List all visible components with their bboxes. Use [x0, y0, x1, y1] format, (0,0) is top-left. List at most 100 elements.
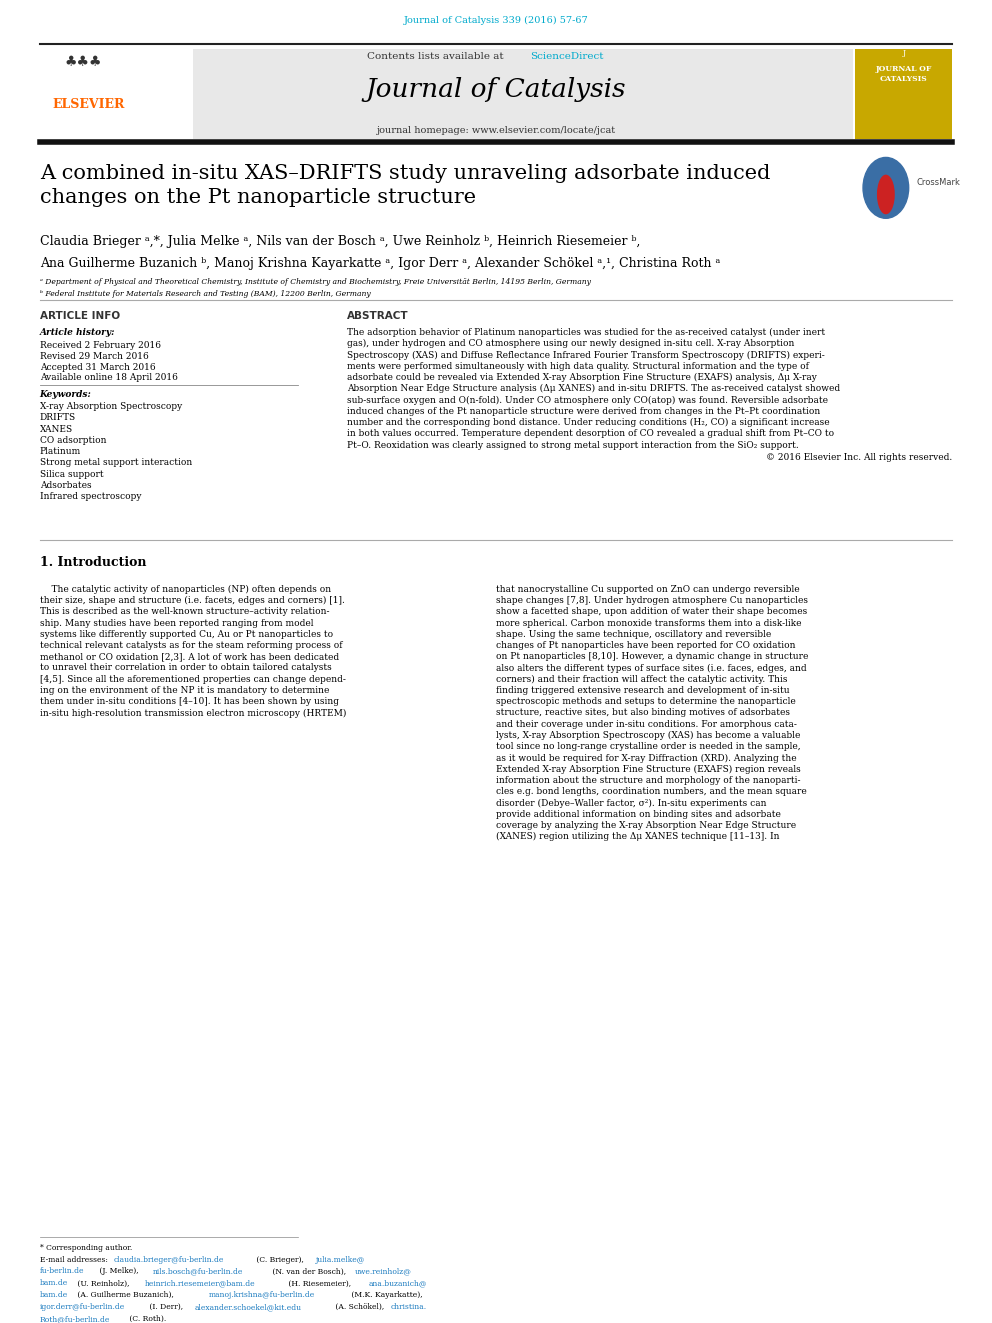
- Text: in-situ high-resolution transmission electron microscopy (HRTEM): in-situ high-resolution transmission ele…: [40, 708, 346, 717]
- Text: spectroscopic methods and setups to determine the nanoparticle: spectroscopic methods and setups to dete…: [496, 697, 796, 706]
- Text: Available online 18 April 2016: Available online 18 April 2016: [40, 373, 178, 382]
- Text: bam.de: bam.de: [40, 1279, 67, 1287]
- Text: (I. Derr),: (I. Derr),: [147, 1303, 186, 1311]
- Text: structure, reactive sites, but also binding motives of adsorbates: structure, reactive sites, but also bind…: [496, 708, 790, 717]
- Text: shape changes [7,8]. Under hydrogen atmosphere Cu nanoparticles: shape changes [7,8]. Under hydrogen atmo…: [496, 595, 808, 605]
- Circle shape: [863, 157, 909, 218]
- Text: that nanocrystalline Cu supported on ZnO can undergo reversible: that nanocrystalline Cu supported on ZnO…: [496, 585, 800, 594]
- Text: in both values occurred. Temperature dependent desorption of CO revealed a gradu: in both values occurred. Temperature dep…: [347, 429, 834, 438]
- Text: also alters the different types of surface sites (i.e. faces, edges, and: also alters the different types of surfa…: [496, 663, 806, 672]
- Text: Silica support: Silica support: [40, 470, 103, 479]
- Text: A combined in-situ XAS–DRIFTS study unraveling adsorbate induced
changes on the : A combined in-situ XAS–DRIFTS study unra…: [40, 164, 770, 208]
- Text: lysts, X-ray Absorption Spectroscopy (XAS) has become a valuable: lysts, X-ray Absorption Spectroscopy (XA…: [496, 730, 801, 740]
- Text: show a facetted shape, upon addition of water their shape becomes: show a facetted shape, upon addition of …: [496, 607, 807, 617]
- Text: Ana Guilherme Buzanich ᵇ, Manoj Krishna Kayarkatte ᵃ, Igor Derr ᵃ, Alexander Sch: Ana Guilherme Buzanich ᵇ, Manoj Krishna …: [40, 257, 720, 270]
- Text: nils.bosch@fu-berlin.de: nils.bosch@fu-berlin.de: [153, 1267, 243, 1275]
- Text: bam.de: bam.de: [40, 1291, 67, 1299]
- Text: Adsorbates: Adsorbates: [40, 480, 91, 490]
- Text: ana.buzanich@: ana.buzanich@: [369, 1279, 428, 1287]
- Text: tool since no long-range crystalline order is needed in the sample,: tool since no long-range crystalline ord…: [496, 742, 801, 751]
- Text: X-ray Absorption Spectroscopy: X-ray Absorption Spectroscopy: [40, 402, 182, 411]
- Text: (C. Brieger),: (C. Brieger),: [254, 1256, 307, 1263]
- Text: Journal of Catalysis 339 (2016) 57-67: Journal of Catalysis 339 (2016) 57-67: [404, 16, 588, 25]
- Text: ᵇ Federal Institute for Materials Research and Testing (BAM), 12200 Berlin, Germ: ᵇ Federal Institute for Materials Resear…: [40, 290, 370, 298]
- Text: Pt–O. Reoxidation was clearly assigned to strong metal support interaction from : Pt–O. Reoxidation was clearly assigned t…: [347, 441, 799, 450]
- Text: This is described as the well-known structure–activity relation-: This is described as the well-known stru…: [40, 607, 329, 617]
- Text: ScienceDirect: ScienceDirect: [530, 52, 603, 61]
- Text: (H. Riesemeier),: (H. Riesemeier),: [286, 1279, 353, 1287]
- Text: Roth@fu-berlin.de: Roth@fu-berlin.de: [40, 1315, 110, 1323]
- FancyBboxPatch shape: [855, 49, 952, 139]
- Text: alexander.schoekel@kit.edu: alexander.schoekel@kit.edu: [194, 1303, 302, 1311]
- Text: CO adsorption: CO adsorption: [40, 435, 106, 445]
- Text: Infrared spectroscopy: Infrared spectroscopy: [40, 492, 141, 501]
- Text: manoj.krishna@fu-berlin.de: manoj.krishna@fu-berlin.de: [208, 1291, 314, 1299]
- Text: CrossMark: CrossMark: [917, 179, 960, 187]
- Text: DRIFTS: DRIFTS: [40, 413, 75, 422]
- Text: to unravel their correlation in order to obtain tailored catalysts: to unravel their correlation in order to…: [40, 663, 331, 672]
- Text: finding triggered extensive research and development of in-situ: finding triggered extensive research and…: [496, 685, 790, 695]
- Text: fu-berlin.de: fu-berlin.de: [40, 1267, 84, 1275]
- Text: julia.melke@: julia.melke@: [315, 1256, 365, 1263]
- Text: JOURNAL OF
CATALYSIS: JOURNAL OF CATALYSIS: [876, 65, 931, 83]
- Text: © 2016 Elsevier Inc. All rights reserved.: © 2016 Elsevier Inc. All rights reserved…: [766, 452, 952, 462]
- Text: them under in-situ conditions [4–10]. It has been shown by using: them under in-situ conditions [4–10]. It…: [40, 697, 338, 706]
- Text: more spherical. Carbon monoxide transforms them into a disk-like: more spherical. Carbon monoxide transfor…: [496, 618, 802, 627]
- Text: heinrich.riesemeier@bam.de: heinrich.riesemeier@bam.de: [145, 1279, 256, 1287]
- Text: cles e.g. bond lengths, coordination numbers, and the mean square: cles e.g. bond lengths, coordination num…: [496, 787, 806, 796]
- Ellipse shape: [877, 175, 895, 214]
- Text: journal homepage: www.elsevier.com/locate/jcat: journal homepage: www.elsevier.com/locat…: [376, 126, 616, 135]
- Text: technical relevant catalysts as for the steam reforming process of: technical relevant catalysts as for the …: [40, 640, 342, 650]
- Text: provide additional information on binding sites and adsorbate: provide additional information on bindin…: [496, 810, 781, 819]
- Text: * Corresponding author.: * Corresponding author.: [40, 1244, 132, 1252]
- Text: uwe.reinholz@: uwe.reinholz@: [355, 1267, 412, 1275]
- Text: [4,5]. Since all the aforementioned properties can change depend-: [4,5]. Since all the aforementioned prop…: [40, 675, 345, 684]
- Text: christina.: christina.: [391, 1303, 427, 1311]
- Text: Platinum: Platinum: [40, 447, 81, 456]
- Text: Extended X-ray Absorption Fine Structure (EXAFS) region reveals: Extended X-ray Absorption Fine Structure…: [496, 765, 801, 774]
- Text: Revised 29 March 2016: Revised 29 March 2016: [40, 352, 149, 361]
- Text: ELSEVIER: ELSEVIER: [53, 98, 125, 111]
- Text: Received 2 February 2016: Received 2 February 2016: [40, 341, 161, 351]
- Text: ABSTRACT: ABSTRACT: [347, 311, 409, 321]
- Text: Contents lists available at: Contents lists available at: [366, 52, 507, 61]
- Text: (A. Schökel),: (A. Schökel),: [333, 1303, 387, 1311]
- Text: number and the corresponding bond distance. Under reducing conditions (H₂, CO) a: number and the corresponding bond distan…: [347, 418, 830, 427]
- Text: systems like differently supported Cu, Au or Pt nanoparticles to: systems like differently supported Cu, A…: [40, 630, 332, 639]
- Text: as it would be required for X-ray Diffraction (XRD). Analyzing the: as it would be required for X-ray Diffra…: [496, 753, 797, 762]
- Text: and their coverage under in-situ conditions. For amorphous cata-: and their coverage under in-situ conditi…: [496, 720, 797, 729]
- Text: ♣♣♣: ♣♣♣: [64, 56, 102, 70]
- FancyBboxPatch shape: [40, 49, 853, 139]
- Text: Accepted 31 March 2016: Accepted 31 March 2016: [40, 363, 156, 372]
- Text: ship. Many studies have been reported ranging from model: ship. Many studies have been reported ra…: [40, 618, 313, 627]
- Text: their size, shape and structure (i.e. facets, edges and corners) [1].: their size, shape and structure (i.e. fa…: [40, 595, 344, 605]
- Text: adsorbate could be revealed via Extended X-ray Absorption Fine Structure (EXAFS): adsorbate could be revealed via Extended…: [347, 373, 817, 382]
- Text: XANES: XANES: [40, 425, 72, 434]
- Text: information about the structure and morphology of the nanoparti-: information about the structure and morp…: [496, 775, 801, 785]
- Text: Spectroscopy (XAS) and Diffuse Reflectance Infrared Fourier Transform Spectrosco: Spectroscopy (XAS) and Diffuse Reflectan…: [347, 351, 825, 360]
- Text: 1. Introduction: 1. Introduction: [40, 556, 146, 569]
- Text: (A. Guilherme Buzanich),: (A. Guilherme Buzanich),: [75, 1291, 177, 1299]
- Text: (C. Roth).: (C. Roth).: [127, 1315, 167, 1323]
- Text: Strong metal support interaction: Strong metal support interaction: [40, 458, 191, 467]
- Text: methanol or CO oxidation [2,3]. A lot of work has been dedicated: methanol or CO oxidation [2,3]. A lot of…: [40, 652, 339, 662]
- Text: Keywords:: Keywords:: [40, 390, 91, 400]
- Text: Absorption Near Edge Structure analysis (Δμ XANES) and in-situ DRIFTS. The as-re: Absorption Near Edge Structure analysis …: [347, 384, 840, 393]
- Text: (XANES) region utilizing the Δμ XANES technique [11–13]. In: (XANES) region utilizing the Δμ XANES te…: [496, 832, 780, 841]
- FancyBboxPatch shape: [40, 49, 193, 139]
- Text: gas), under hydrogen and CO atmosphere using our newly designed in-situ cell. X-: gas), under hydrogen and CO atmosphere u…: [347, 339, 795, 348]
- Text: changes of Pt nanoparticles have been reported for CO oxidation: changes of Pt nanoparticles have been re…: [496, 640, 796, 650]
- Text: (J. Melke),: (J. Melke),: [97, 1267, 141, 1275]
- Text: ᵃ Department of Physical and Theoretical Chemistry, Institute of Chemistry and B: ᵃ Department of Physical and Theoretical…: [40, 278, 590, 286]
- Text: Journal of Catalysis: Journal of Catalysis: [366, 77, 626, 102]
- Text: J: J: [902, 49, 906, 57]
- Text: (M.K. Kayarkatte),: (M.K. Kayarkatte),: [349, 1291, 426, 1299]
- Text: E-mail addresses:: E-mail addresses:: [40, 1256, 108, 1263]
- Text: coverage by analyzing the X-ray Absorption Near Edge Structure: coverage by analyzing the X-ray Absorpti…: [496, 820, 797, 830]
- Text: ments were performed simultaneously with high data quality. Structural informati: ments were performed simultaneously with…: [347, 361, 809, 370]
- Text: Article history:: Article history:: [40, 328, 115, 337]
- Text: Claudia Brieger ᵃ,*, Julia Melke ᵃ, Nils van der Bosch ᵃ, Uwe Reinholz ᵇ, Heinri: Claudia Brieger ᵃ,*, Julia Melke ᵃ, Nils…: [40, 235, 640, 249]
- Text: claudia.brieger@fu-berlin.de: claudia.brieger@fu-berlin.de: [114, 1256, 224, 1263]
- Text: igor.derr@fu-berlin.de: igor.derr@fu-berlin.de: [40, 1303, 125, 1311]
- Text: The catalytic activity of nanoparticles (NP) often depends on: The catalytic activity of nanoparticles …: [40, 585, 330, 594]
